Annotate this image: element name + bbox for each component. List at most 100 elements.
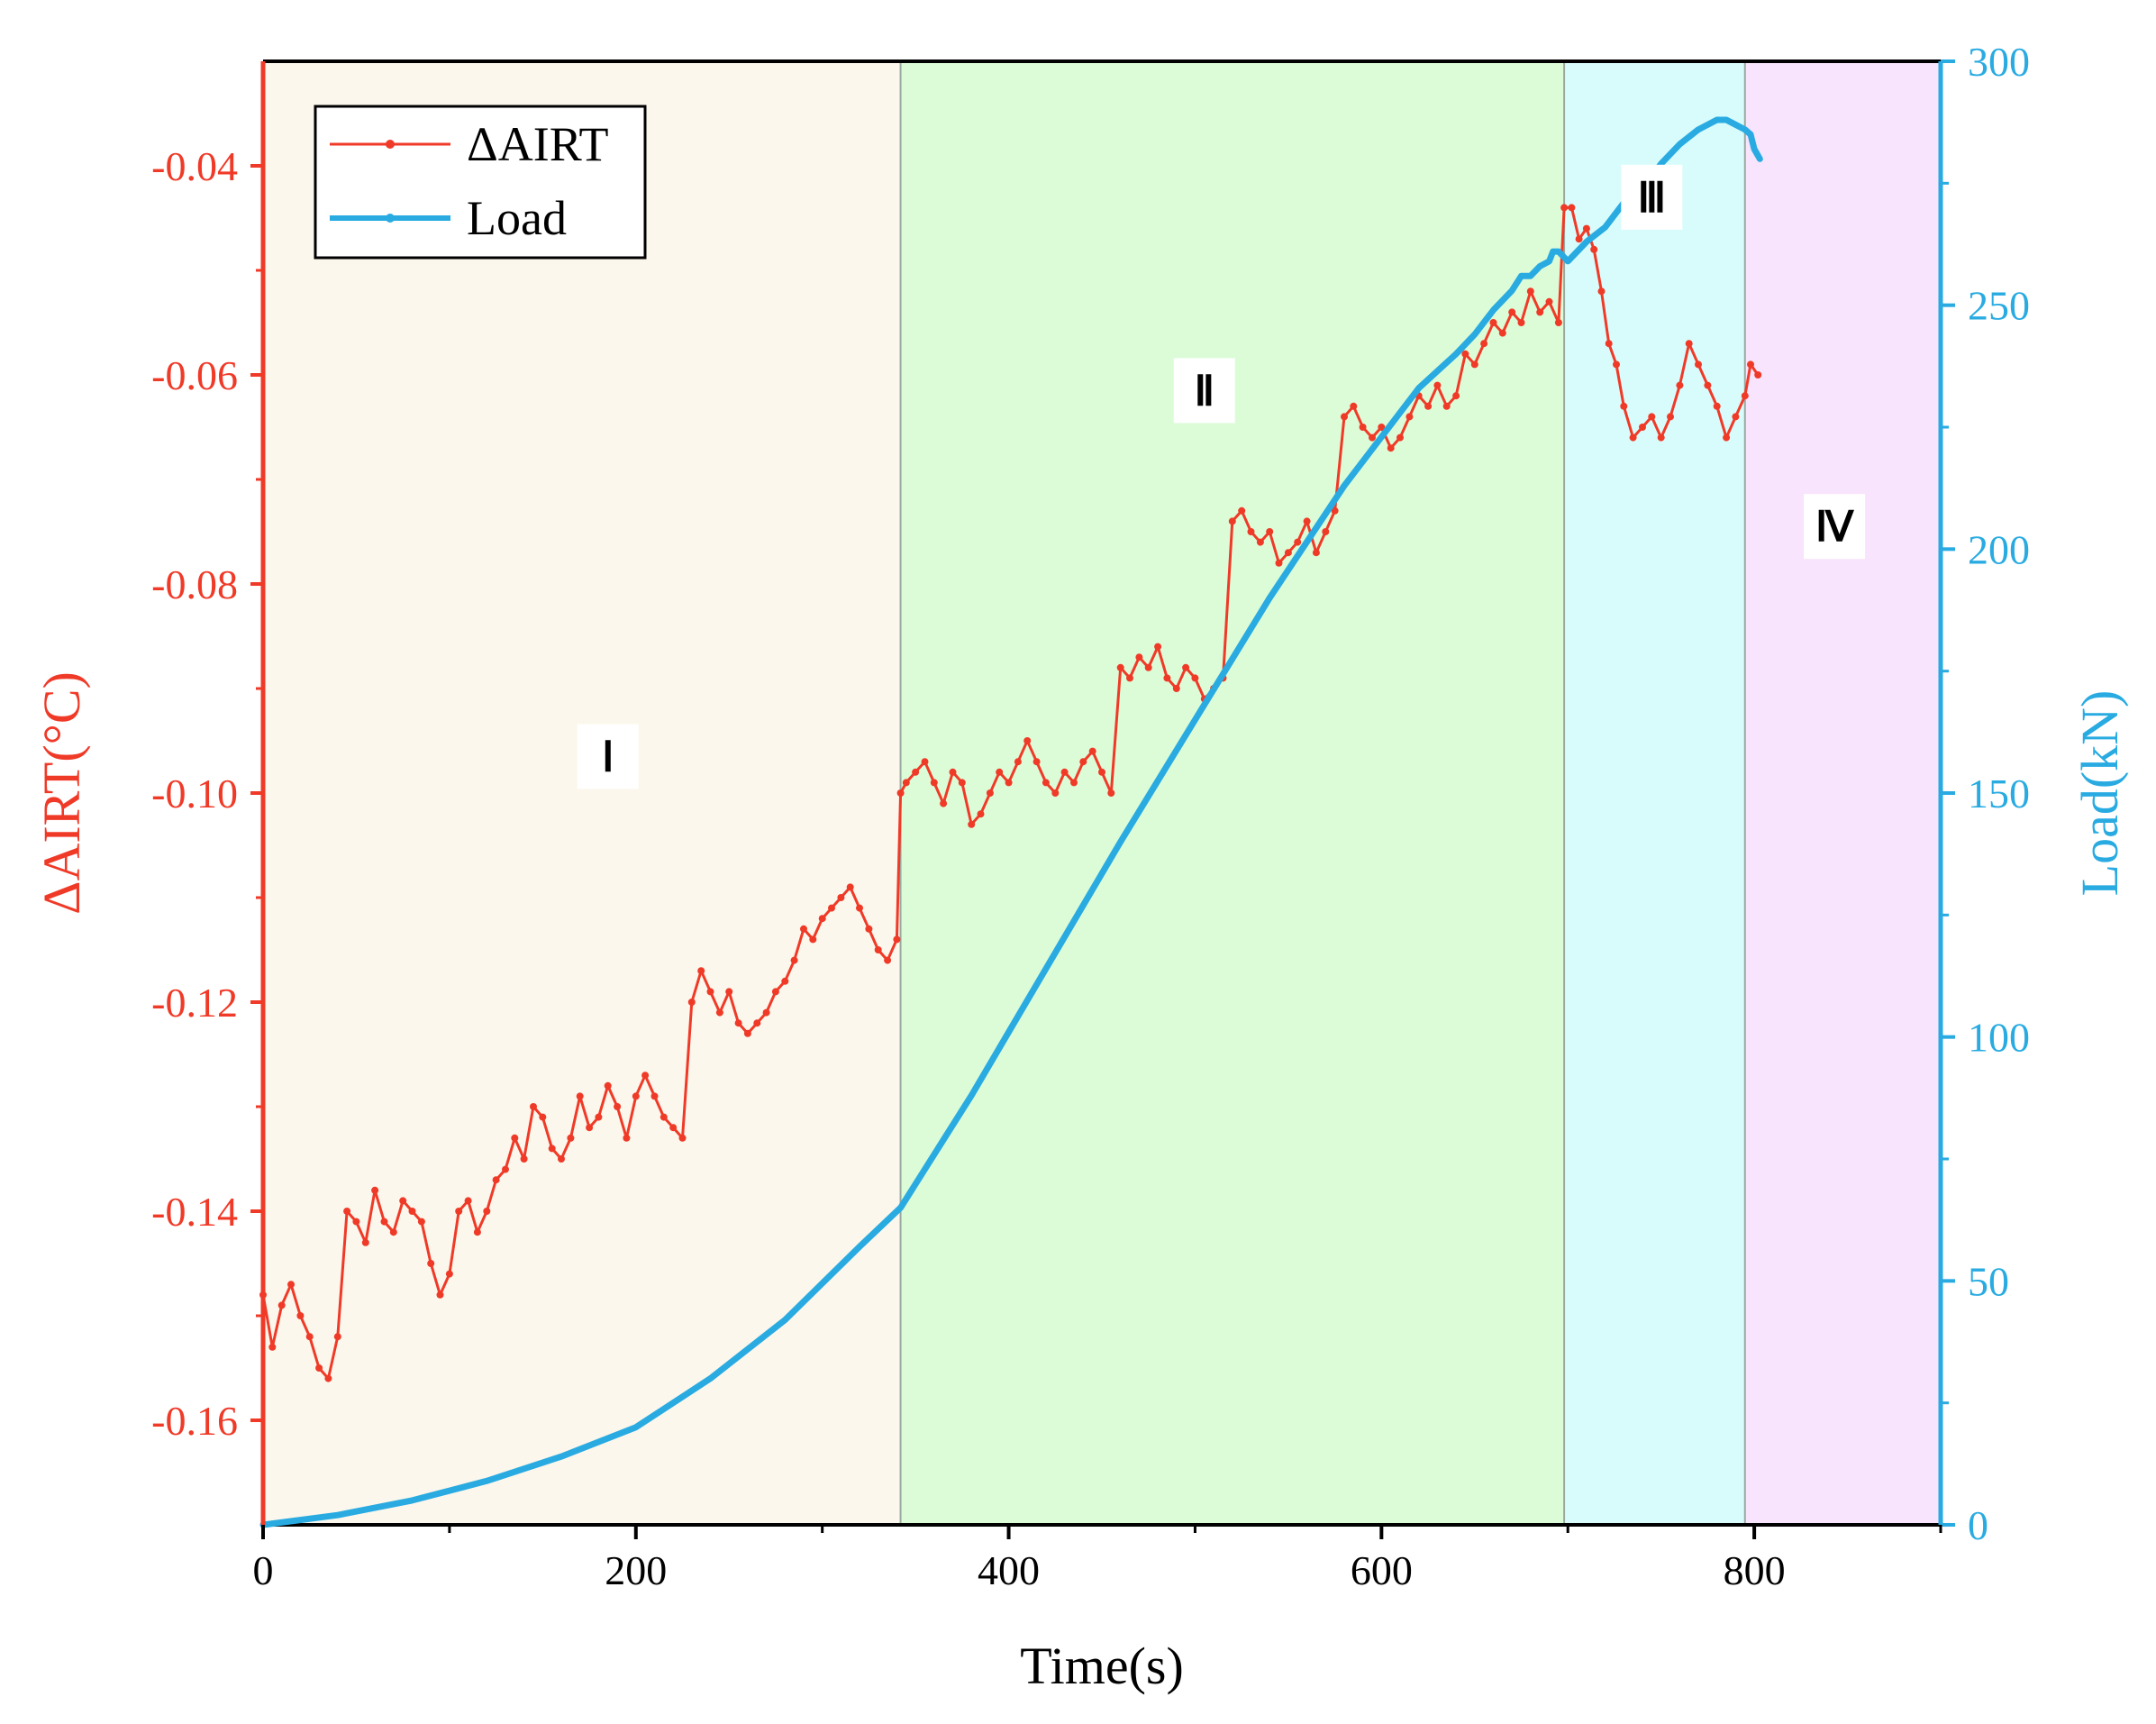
data-point-airt xyxy=(1754,371,1762,379)
data-point-airt xyxy=(614,1103,622,1110)
data-point-airt xyxy=(1303,517,1311,525)
data-point-load xyxy=(334,1512,341,1519)
data-point-load xyxy=(1724,117,1730,123)
data-point-airt xyxy=(483,1208,491,1215)
data-point-airt xyxy=(1051,789,1060,797)
data-point-airt xyxy=(464,1197,472,1205)
data-point-load xyxy=(1757,156,1763,162)
data-point-airt xyxy=(949,768,957,776)
data-point-airt xyxy=(1470,360,1478,369)
data-point-airt xyxy=(940,799,948,807)
data-point-airt xyxy=(1405,413,1414,421)
data-point-airt xyxy=(706,988,714,996)
data-point-airt xyxy=(874,946,882,953)
data-point-airt xyxy=(902,779,910,787)
data-point-airt xyxy=(1191,674,1199,682)
data-point-airt xyxy=(1116,663,1124,671)
data-point-airt xyxy=(1536,308,1544,316)
data-point-load xyxy=(1733,122,1739,128)
data-point-airt xyxy=(1747,360,1754,369)
data-point-airt xyxy=(511,1134,519,1142)
y-right-axis-title: Load(kN) xyxy=(2070,690,2129,897)
data-point-airt xyxy=(1452,392,1460,400)
data-point-load xyxy=(1509,287,1515,294)
stage-band-3 xyxy=(1564,61,1745,1525)
y-right-tick-label: 0 xyxy=(1968,1502,1988,1548)
data-point-load xyxy=(1267,595,1273,601)
data-point-load xyxy=(1453,351,1460,357)
data-point-airt xyxy=(697,967,705,975)
data-point-airt xyxy=(996,768,1004,776)
stage-band-2 xyxy=(900,61,1565,1525)
data-point-airt xyxy=(687,999,696,1006)
data-point-airt xyxy=(818,915,826,923)
data-point-airt xyxy=(548,1145,556,1153)
stage-label-bg-2 xyxy=(1173,358,1235,424)
stage-label-bg-3 xyxy=(1621,164,1683,230)
data-point-airt xyxy=(1590,245,1598,253)
series-load-group xyxy=(259,116,1763,1528)
data-point-airt xyxy=(1489,319,1497,326)
data-point-airt xyxy=(1005,779,1013,787)
data-point-load xyxy=(1714,117,1720,123)
data-point-load xyxy=(1602,224,1608,231)
data-point-airt xyxy=(361,1238,369,1246)
x-tick-label: 0 xyxy=(253,1547,274,1593)
data-point-airt xyxy=(1613,360,1620,369)
data-point-airt xyxy=(380,1218,388,1226)
data-point-airt xyxy=(725,988,733,996)
data-point-airt xyxy=(977,810,985,818)
data-point-airt xyxy=(1172,685,1180,692)
data-point-airt xyxy=(502,1165,509,1173)
data-point-airt xyxy=(1107,789,1115,797)
data-point-load xyxy=(1117,839,1123,845)
data-point-load xyxy=(782,1317,788,1323)
data-point-airt xyxy=(595,1113,603,1121)
data-point-airt xyxy=(1554,319,1562,326)
x-tick-label: 600 xyxy=(1351,1547,1413,1593)
data-point-airt xyxy=(1284,549,1292,557)
data-point-airt xyxy=(1545,297,1553,306)
data-point-airt xyxy=(1098,768,1105,776)
data-point-airt xyxy=(1629,433,1637,442)
data-point-airt xyxy=(417,1218,425,1226)
data-point-load xyxy=(1555,249,1561,255)
stage-label-3: Ⅲ xyxy=(1637,175,1666,221)
data-point-airt xyxy=(1480,340,1488,348)
data-point-airt xyxy=(1396,433,1404,442)
data-point-airt xyxy=(399,1197,407,1205)
data-point-airt xyxy=(715,1008,723,1017)
data-point-airt xyxy=(408,1208,416,1215)
data-point-airt xyxy=(352,1218,360,1226)
data-point-airt xyxy=(1228,517,1236,525)
data-point-airt xyxy=(1508,308,1516,316)
data-point-airt xyxy=(277,1301,286,1309)
data-point-airt xyxy=(958,779,966,787)
series-line-load xyxy=(259,116,1763,1528)
x-tick-label: 200 xyxy=(605,1547,667,1593)
data-point-airt xyxy=(1676,381,1684,389)
data-point-load xyxy=(1751,146,1758,152)
data-point-airt xyxy=(1341,413,1348,421)
data-point-airt xyxy=(343,1208,351,1215)
data-point-airt xyxy=(1275,559,1283,567)
data-point-load xyxy=(969,1092,975,1099)
data-point-airt xyxy=(1247,528,1255,535)
y-right-tick-label: 250 xyxy=(1968,283,2030,329)
data-point-load xyxy=(632,1424,639,1430)
legend: ΔAIRT Load xyxy=(314,105,647,260)
data-point-load xyxy=(897,1205,904,1211)
y-right-tick-label: 200 xyxy=(1968,526,2030,572)
data-point-load xyxy=(707,1375,714,1382)
data-point-airt xyxy=(473,1228,481,1236)
data-point-airt xyxy=(1023,737,1032,744)
data-point-airt xyxy=(1331,506,1339,515)
stage-band-1 xyxy=(263,61,901,1525)
y-right-tick-label: 300 xyxy=(1968,39,2030,85)
stage-label-2: Ⅱ xyxy=(1194,368,1214,414)
data-point-airt xyxy=(762,1008,770,1017)
data-point-airt xyxy=(1639,424,1646,431)
data-point-airt xyxy=(1667,413,1674,421)
data-point-airt xyxy=(809,935,817,944)
data-point-airt xyxy=(1575,235,1583,243)
